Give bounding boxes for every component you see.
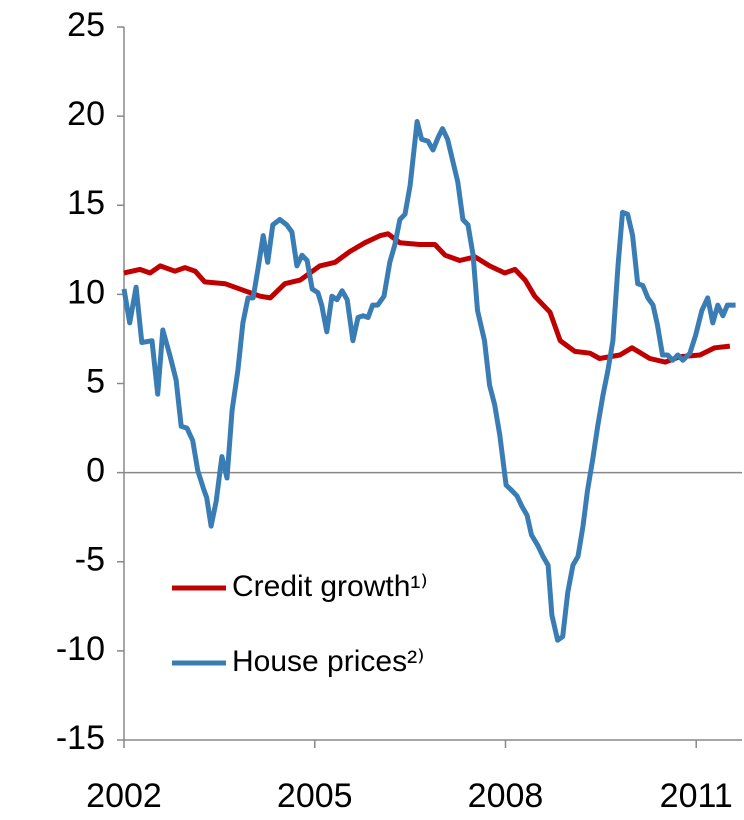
legend-label: Credit growth¹⁾ — [232, 570, 428, 603]
y-tick-label: 0 — [86, 452, 105, 490]
x-tick-label: 2002 — [86, 777, 162, 815]
x-tick-label: 2011 — [660, 777, 733, 815]
y-tick-label: -10 — [56, 630, 105, 668]
y-tick-label: 15 — [67, 184, 105, 222]
legend-label: House prices²⁾ — [232, 645, 424, 678]
y-tick-label: -15 — [56, 719, 105, 757]
x-tick-label: 2005 — [277, 777, 353, 815]
y-tick-label: 25 — [67, 6, 105, 44]
data-line — [123, 231, 731, 365]
y-tick-label: 5 — [86, 362, 105, 400]
y-tick-label: 10 — [67, 273, 105, 311]
y-tick-label: -5 — [75, 541, 105, 579]
y-tick-label: 20 — [67, 95, 105, 133]
data-line — [121, 119, 736, 643]
x-tick-label: 2008 — [468, 777, 544, 815]
